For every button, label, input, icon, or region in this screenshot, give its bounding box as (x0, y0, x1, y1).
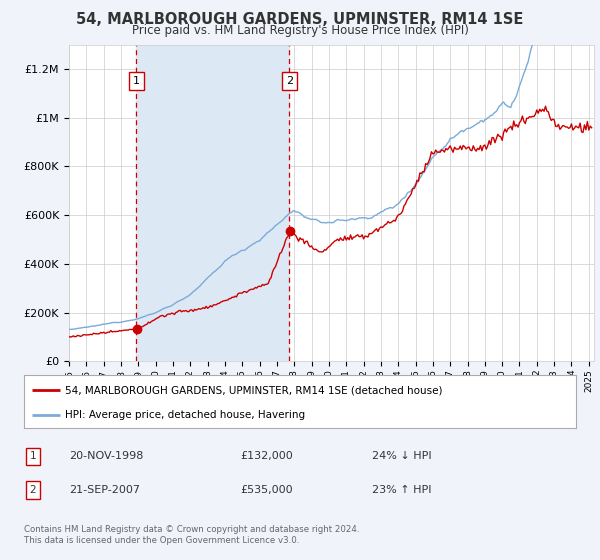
Text: HPI: Average price, detached house, Havering: HPI: Average price, detached house, Have… (65, 410, 305, 420)
Bar (136, 45, 289, 361)
Text: 54, MARLBOROUGH GARDENS, UPMINSTER, RM14 1SE: 54, MARLBOROUGH GARDENS, UPMINSTER, RM14… (76, 12, 524, 27)
Text: 2: 2 (29, 485, 37, 495)
Text: £535,000: £535,000 (240, 485, 293, 495)
Text: Contains HM Land Registry data © Crown copyright and database right 2024.
This d: Contains HM Land Registry data © Crown c… (24, 525, 359, 545)
Text: 1: 1 (29, 451, 37, 461)
Text: £132,000: £132,000 (240, 451, 293, 461)
Text: 24% ↓ HPI: 24% ↓ HPI (372, 451, 431, 461)
Text: Price paid vs. HM Land Registry's House Price Index (HPI): Price paid vs. HM Land Registry's House … (131, 24, 469, 37)
Text: 54, MARLBOROUGH GARDENS, UPMINSTER, RM14 1SE (detached house): 54, MARLBOROUGH GARDENS, UPMINSTER, RM14… (65, 385, 443, 395)
Text: 23% ↑ HPI: 23% ↑ HPI (372, 485, 431, 495)
Text: 1: 1 (133, 76, 140, 86)
Text: 20-NOV-1998: 20-NOV-1998 (69, 451, 143, 461)
Text: 21-SEP-2007: 21-SEP-2007 (69, 485, 140, 495)
Text: 2: 2 (286, 76, 293, 86)
